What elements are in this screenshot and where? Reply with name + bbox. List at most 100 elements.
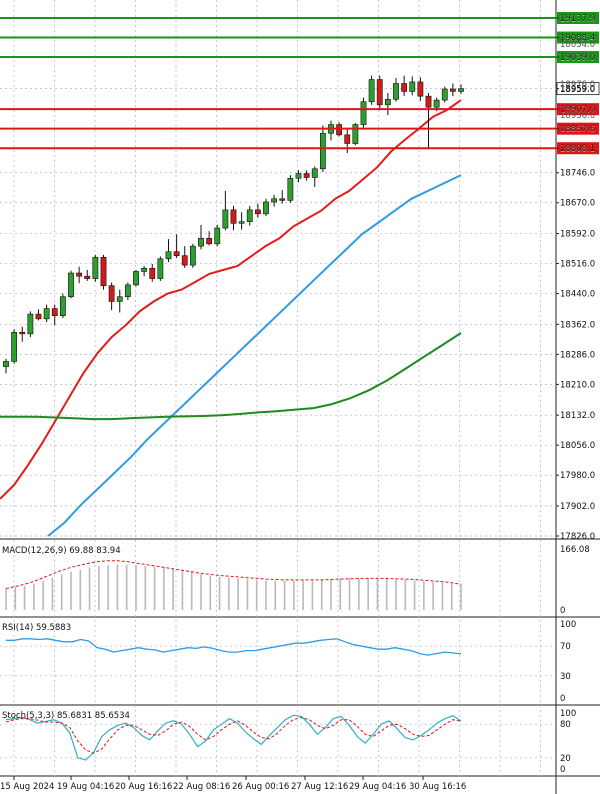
candle-bear [376, 79, 383, 106]
level-label-box [557, 12, 599, 24]
candle-bull [287, 177, 294, 201]
rsi-tick-label: 0 [560, 694, 565, 704]
candle-bull [319, 132, 326, 170]
y-tick-label: 18362.0 [560, 320, 595, 330]
rsi-line [6, 638, 462, 656]
candle-bear [336, 124, 343, 136]
candle-bull [295, 173, 302, 179]
candle-bull [263, 201, 269, 215]
stoch-tick-label: 0 [560, 765, 565, 775]
candle-bull [368, 79, 375, 102]
rsi-tick-label: 70 [560, 642, 571, 652]
time-axis: 15 Aug 2024 19 Aug 04:16 20 Aug 16:16 22 Au… [0, 776, 466, 792]
level-label: 19088.4 [560, 34, 595, 44]
level-label: 18907.0 [560, 106, 595, 116]
rsi-panel: 100 70 30 0 [0, 620, 576, 704]
y-tick-label: 18286.0 [560, 350, 595, 360]
level-label: 18857.6 [560, 125, 595, 135]
macd-title: MACD(12,26,9) 69.88 83.94 [2, 546, 121, 556]
candle-bull [384, 98, 391, 106]
level-label: 19137.9 [560, 15, 595, 25]
macd-tick-label: 166.08 [560, 545, 590, 555]
y-tick-label-overlapped: 18936.0 [560, 111, 595, 121]
candle-bear [303, 173, 310, 178]
x-tick-label: 15 Aug 2024 [0, 782, 54, 792]
y-tick-label: 17902.0 [560, 502, 595, 512]
moving-average-blue [47, 174, 462, 537]
y-tick-label: 18857.6 [560, 125, 595, 135]
level-label: 18808.1 [560, 145, 595, 155]
candle-bear [100, 256, 107, 286]
candle-bull [68, 272, 74, 298]
stoch-title: Stoch(5,3,3) 85.6831 85.6534 [2, 711, 130, 721]
candle-bear [254, 209, 261, 215]
y-tick-label: 18670.0 [560, 199, 595, 209]
candle-bear [401, 83, 408, 92]
y-tick-label: 18210.0 [560, 380, 595, 390]
level-label-box [557, 51, 599, 64]
candle-bull [360, 101, 367, 125]
candle-bull [11, 331, 18, 362]
candle-bear [51, 308, 58, 316]
candle-bull [409, 81, 416, 92]
y-tick-label: 17826.0 [560, 532, 595, 542]
rsi-tick-label: 100 [560, 620, 576, 630]
current-price-label: 18959.0 [560, 85, 595, 95]
level-label-box [557, 142, 599, 155]
macd-tick-label: 0 [560, 606, 565, 616]
y-tick-label: 19088.4 [560, 34, 595, 44]
stoch-tick-label: 100 [560, 709, 576, 719]
candle-bull [133, 271, 139, 286]
candle-bear [279, 198, 286, 201]
stoch-tick-label: 20 [560, 754, 571, 764]
candle-bear [181, 255, 188, 266]
candle-bull [214, 227, 221, 245]
price-levels: 19137.9 19088.4 19039.0 18907.0 18857.6 18808… [0, 12, 600, 155]
candle-bull [311, 168, 318, 178]
y-tick-label: 17980.0 [560, 471, 595, 481]
x-tick-label: 26 Aug 00:16 [232, 782, 289, 792]
candle-bull [238, 221, 245, 224]
price-axis: 19137.9 19088.4 19039.0 18959.0 18907.0 18857… [556, 14, 595, 542]
candle-bull [165, 251, 172, 260]
candles[interactable] [3, 75, 464, 374]
candle-bear [206, 237, 213, 245]
candle-bear [173, 251, 180, 256]
y-tick-label: 18746.0 [560, 169, 595, 179]
level-label-box [557, 103, 599, 116]
stoch-tick-label: 80 [560, 720, 571, 730]
stoch-signal-line [5, 716, 462, 754]
macd-panel: 166.08 0 [5, 545, 590, 616]
candle-bull [43, 308, 50, 320]
moving-averages [0, 99, 462, 537]
candle-bull [124, 284, 131, 298]
y-tick-label: 18808.1 [560, 144, 595, 154]
macd-signal-line [5, 560, 462, 590]
x-tick-label: 30 Aug 16:16 [409, 782, 466, 792]
candle-bull [246, 209, 253, 223]
candle-bull [3, 361, 9, 367]
candle-bull [189, 245, 196, 266]
candle-bear [19, 331, 26, 335]
stoch-main-line [5, 714, 462, 761]
y-tick-label: 19039.0 [560, 53, 595, 63]
x-tick-label: 20 Aug 16:16 [115, 782, 172, 792]
candle-bull [352, 124, 359, 144]
candle-bear [149, 267, 156, 279]
y-tick-label: 18516.0 [560, 260, 595, 270]
candle-bull [393, 83, 399, 100]
x-tick-label: 29 Aug 04:16 [349, 782, 406, 792]
candle-bear [84, 275, 91, 279]
candle-bear [76, 272, 83, 277]
candle-bear [425, 95, 432, 108]
candle-bear [230, 209, 237, 224]
y-tick-label: 18056.0 [560, 441, 595, 451]
candle-bear [35, 313, 42, 320]
candle-bull [92, 256, 99, 279]
y-tick-label: 18959.0 [560, 85, 595, 95]
rsi-tick-label: 30 [560, 672, 571, 682]
candle-bull [271, 198, 278, 203]
candle-bull [433, 99, 440, 108]
y-tick-label: 18592.0 [560, 230, 595, 240]
